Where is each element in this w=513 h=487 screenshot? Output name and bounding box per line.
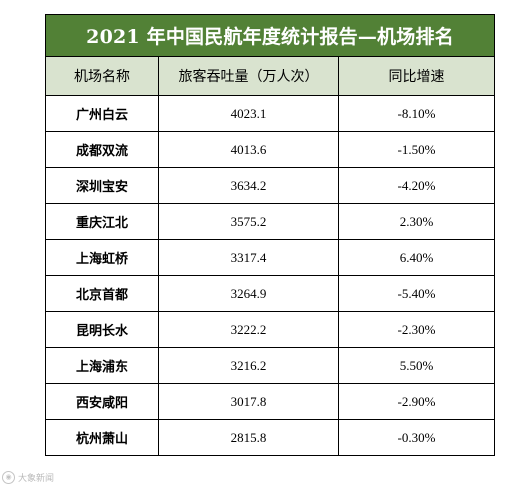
airport-name-cell: 杭州萧山 — [45, 419, 159, 456]
table-row: 昆明长水 3222.2 -2.30% — [45, 311, 496, 348]
table-row: 上海浦东 3216.2 5.50% — [45, 347, 496, 384]
throughput-cell: 3017.8 — [158, 383, 339, 420]
header-row: 机场名称 旅客吞吐量（万人次） 同比增速 — [45, 56, 496, 96]
throughput-cell: 4023.1 — [158, 95, 339, 132]
airport-name-cell: 重庆江北 — [45, 203, 159, 240]
airport-name-cell: 成都双流 — [45, 131, 159, 168]
airport-ranking-table: 2021 年中国民航年度统计报告—机场排名 机场名称 旅客吞吐量（万人次） 同比… — [44, 14, 496, 456]
growth-cell: 2.30% — [337, 203, 496, 240]
airport-name-cell: 上海虹桥 — [45, 239, 159, 276]
throughput-cell: 3222.2 — [158, 311, 339, 348]
airport-name-cell: 西安咸阳 — [45, 383, 159, 420]
growth-cell: -5.40% — [337, 275, 496, 312]
growth-cell: -0.30% — [337, 419, 496, 456]
table-row: 北京首都 3264.9 -5.40% — [45, 275, 496, 312]
growth-cell: -4.20% — [337, 167, 496, 204]
growth-cell: -2.30% — [337, 311, 496, 348]
watermark: ◉ 大象新闻 — [2, 469, 54, 485]
airport-name-cell: 深圳宝安 — [45, 167, 159, 204]
table-title: 2021 年中国民航年度统计报告—机场排名 — [44, 14, 496, 57]
throughput-cell: 3317.4 — [158, 239, 339, 276]
growth-cell: -2.90% — [337, 383, 496, 420]
throughput-cell: 2815.8 — [158, 419, 339, 456]
airport-name-cell: 广州白云 — [45, 95, 159, 132]
throughput-cell: 3575.2 — [158, 203, 339, 240]
throughput-cell: 3634.2 — [158, 167, 339, 204]
table-row: 深圳宝安 3634.2 -4.20% — [45, 167, 496, 204]
throughput-cell: 4013.6 — [158, 131, 339, 168]
throughput-cell: 3264.9 — [158, 275, 339, 312]
airport-name-cell: 上海浦东 — [45, 347, 159, 384]
table-row: 西安咸阳 3017.8 -2.90% — [45, 383, 496, 420]
table-row: 杭州萧山 2815.8 -0.30% — [45, 419, 496, 456]
growth-cell: 6.40% — [337, 239, 496, 276]
throughput-cell: 3216.2 — [158, 347, 339, 384]
watermark-logo-icon: ◉ — [2, 470, 15, 484]
table-row: 成都双流 4013.6 -1.50% — [45, 131, 496, 168]
airport-name-cell: 北京首都 — [45, 275, 159, 312]
growth-cell: -1.50% — [337, 131, 496, 168]
growth-cell: 5.50% — [337, 347, 496, 384]
header-growth-rate: 同比增速 — [337, 56, 496, 96]
table-row: 上海虹桥 3317.4 6.40% — [45, 239, 496, 276]
header-airport-name: 机场名称 — [45, 56, 159, 96]
watermark-text: 大象新闻 — [18, 473, 55, 484]
table-row: 广州白云 4023.1 -8.10% — [45, 95, 496, 132]
table-row: 重庆江北 3575.2 2.30% — [45, 203, 496, 240]
header-passenger-throughput: 旅客吞吐量（万人次） — [158, 56, 339, 96]
airport-name-cell: 昆明长水 — [45, 311, 159, 348]
growth-cell: -8.10% — [337, 95, 496, 132]
